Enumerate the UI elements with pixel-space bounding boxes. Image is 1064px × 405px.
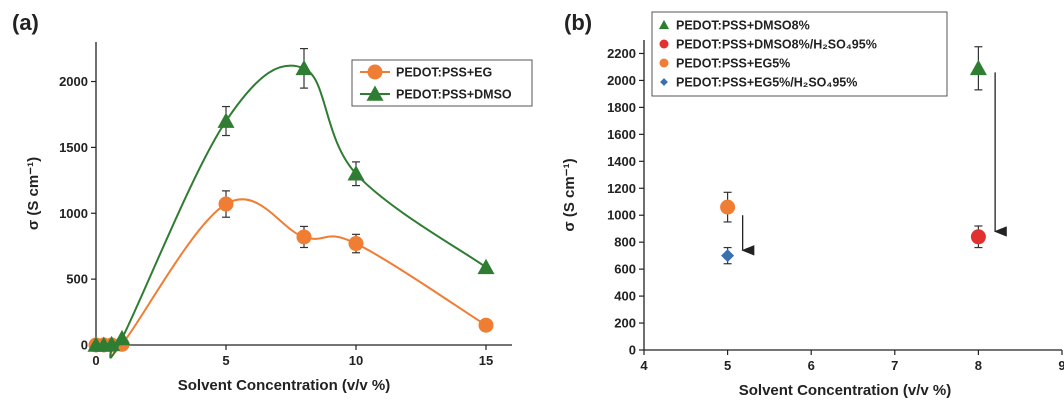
data-point xyxy=(103,335,121,352)
x-tick-label: 6 xyxy=(808,358,815,373)
legend-marker xyxy=(660,78,668,86)
data-point xyxy=(970,229,986,245)
series-line xyxy=(95,64,487,359)
legend-label: PEDOT:PSS+DMSO xyxy=(396,88,512,102)
data-point xyxy=(478,317,494,333)
data-point xyxy=(969,59,987,76)
y-tick-label: 600 xyxy=(614,262,636,277)
y-tick-label: 0 xyxy=(81,338,88,353)
data-point xyxy=(217,112,235,128)
y-axis-title: σ (S cm⁻¹) xyxy=(561,158,578,231)
x-axis-title: Solvent Concentration (v/v %) xyxy=(178,377,391,394)
y-tick-label: 400 xyxy=(614,289,636,304)
data-point xyxy=(218,196,234,212)
data-point xyxy=(347,165,365,181)
y-axis-title: σ (S cm⁻¹) xyxy=(25,157,42,230)
data-point xyxy=(477,258,495,275)
legend-marker xyxy=(366,85,384,101)
x-tick-label: 8 xyxy=(975,358,982,373)
legend: PEDOT:PSS+EG PEDOT:PSS+DMSO xyxy=(351,59,533,107)
x-tick-label: 5 xyxy=(724,358,731,373)
legend-label: PEDOT:PSS+EG5%/H₂SO₄95% xyxy=(676,76,857,90)
legend-marker xyxy=(659,58,669,68)
y-tick-label: 2000 xyxy=(607,73,636,88)
x-tick-label: 9 xyxy=(1058,358,1064,373)
x-tick-label: 0 xyxy=(92,353,99,368)
y-tick-label: 1200 xyxy=(607,181,636,196)
data-point xyxy=(348,236,364,252)
legend: PEDOT:PSS+DMSO8% PEDOT:PSS+DMSO8%/H₂SO₄95… xyxy=(651,11,948,97)
x-tick-label: 7 xyxy=(891,358,898,373)
data-point xyxy=(296,229,312,245)
panel-b: (b) 4 5 6 7 8 9 0 200 400 600 800 1000 1200 1400 1600 18… xyxy=(561,10,1064,399)
legend-label: PEDOT:PSS+EG5% xyxy=(676,57,790,71)
legend-label: PEDOT:PSS+DMSO8%/H₂SO₄95% xyxy=(676,38,877,52)
y-tick-label: 2000 xyxy=(59,74,88,89)
y-tick-label: 1800 xyxy=(607,100,636,115)
series-0 xyxy=(88,190,494,357)
y-tick-label: 1500 xyxy=(59,140,88,155)
series-line xyxy=(95,198,487,357)
y-tick-label: 1600 xyxy=(607,127,636,142)
series-0 xyxy=(969,46,987,91)
x-axis-title: Solvent Concentration (v/v %) xyxy=(739,382,952,399)
x-tick-label: 5 xyxy=(222,353,229,368)
legend-marker xyxy=(659,39,669,49)
legend-label: PEDOT:PSS+EG xyxy=(396,66,492,80)
legend-label: PEDOT:PSS+DMSO8% xyxy=(676,19,810,33)
y-tick-label: 800 xyxy=(614,235,636,250)
data-point xyxy=(721,249,735,263)
y-tick-label: 1400 xyxy=(607,154,636,169)
series-1 xyxy=(970,225,986,249)
panel-label: (a) xyxy=(12,10,39,35)
legend-marker xyxy=(658,19,670,30)
data-point xyxy=(295,59,313,76)
y-tick-label: 1000 xyxy=(59,206,88,221)
series-1 xyxy=(87,47,495,359)
legend-marker xyxy=(367,64,383,80)
y-tick-label: 500 xyxy=(66,272,88,287)
y-tick-label: 0 xyxy=(629,343,636,358)
y-tick-label: 200 xyxy=(614,316,636,331)
data-point xyxy=(720,199,736,215)
x-tick-label: 10 xyxy=(349,353,363,368)
y-tick-label: 2200 xyxy=(607,46,636,61)
x-tick-label: 15 xyxy=(479,353,493,368)
x-tick-label: 4 xyxy=(640,358,648,373)
series-3 xyxy=(721,246,735,265)
legend-box xyxy=(651,11,948,97)
panel-label: (b) xyxy=(564,10,592,35)
series-2 xyxy=(720,191,736,223)
y-tick-label: 1000 xyxy=(607,208,636,223)
data-point xyxy=(113,329,131,346)
panel-a: (a) 0 5 10 15 0 500 1000 1500 2000 Solvent Concent… xyxy=(12,10,533,394)
